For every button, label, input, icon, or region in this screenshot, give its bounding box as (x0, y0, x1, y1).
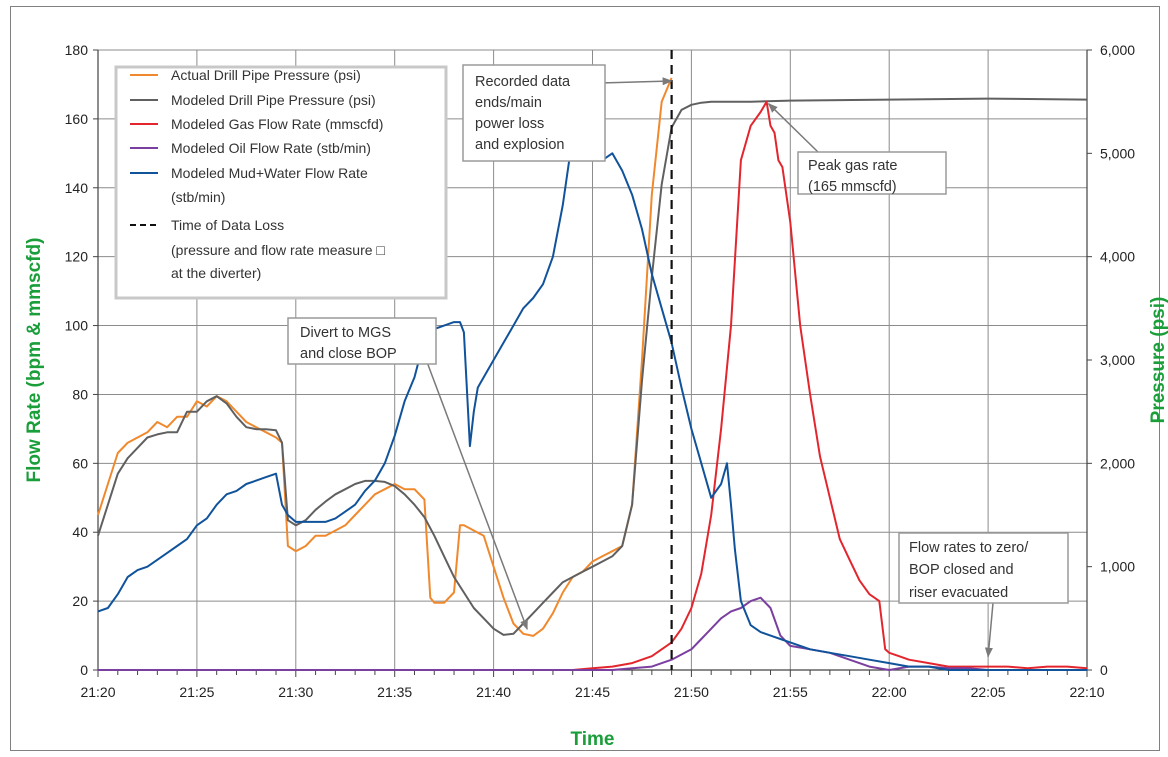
callout-recorded-data-arrow (599, 77, 673, 86)
y-left-tick-label: 120 (65, 249, 89, 265)
y-axis-left-title: Flow Rate (bpm & mmscfd) (24, 238, 45, 483)
legend-label-actual-dpp: Actual Drill Pipe Pressure (psi) (171, 67, 361, 83)
legend-label-gas: Modeled Gas Flow Rate (mmscfd) (171, 116, 383, 132)
callout-divert-box (287, 317, 437, 365)
x-tick-label: 22:10 (1069, 684, 1104, 700)
y-left-tick-label: 0 (80, 662, 88, 678)
callout-flow-zero: Flow rates to zero/ BOP closed and riser… (898, 532, 1069, 658)
callout-peak-gas: Peak gas rate (165 mmscfd) (767, 102, 947, 195)
y-left-tick-label: 140 (65, 180, 89, 196)
callout-recorded-data-line4: and explosion (475, 137, 565, 153)
legend-label-mud-cont: (stb/min) (171, 189, 225, 205)
y-right-tick-label: 5,000 (1100, 145, 1135, 161)
callout-recorded-data-box (462, 64, 606, 162)
legend-label-data-loss-cont2: at the diverter) (171, 265, 261, 281)
callout-flow-zero-arrow (984, 602, 994, 658)
annotations: Recorded data ends/main power loss and e… (287, 64, 1069, 658)
x-tick-label: 21:25 (179, 684, 214, 700)
legend-box (114, 65, 448, 300)
series-modeled-mud-water-flow (97, 111, 1087, 671)
x-axis-title: Time (570, 729, 614, 750)
callout-recorded-data-line3: power loss (475, 116, 544, 132)
y-right-tick-label: 1,000 (1100, 559, 1135, 575)
legend-label-data-loss-cont1: (pressure and flow rate measure □ (171, 242, 385, 258)
legend-label-modeled-dpp: Modeled Drill Pipe Pressure (psi) (171, 92, 376, 108)
callout-divert: Divert to MGS and close BOP (287, 317, 528, 631)
chart-frame (10, 6, 1160, 751)
callout-recorded-data-line2: ends/main (475, 95, 542, 111)
x-tick-label: 21:55 (773, 684, 808, 700)
y-left-tick-label: 180 (65, 42, 89, 58)
x-tick-label: 22:05 (971, 684, 1006, 700)
legend-label-data-loss: Time of Data Loss (171, 217, 284, 233)
series-actual-drill-pipe-pressure (97, 77, 673, 637)
y-left-tick-label: 20 (72, 593, 88, 609)
x-tick-label: 21:45 (575, 684, 610, 700)
y-left-tick-label: 80 (72, 386, 88, 402)
callout-peak-gas-arrow (767, 102, 819, 153)
callout-divert-line1: Divert to MGS (300, 325, 391, 341)
y-left-tick-label: 100 (65, 318, 89, 334)
callout-divert-arrow (417, 337, 528, 631)
y-left-tick-label: 40 (72, 524, 88, 540)
y-right-tick-label: 4,000 (1100, 249, 1135, 265)
y-left-tick-label: 60 (72, 455, 88, 471)
x-tick-label: 21:35 (377, 684, 412, 700)
callout-flow-zero-line1: Flow rates to zero/ (909, 540, 1029, 556)
legend-label-mud: Modeled Mud+Water Flow Rate (171, 165, 368, 181)
callout-peak-gas-box (797, 151, 947, 195)
y-left-tick-label: 160 (65, 111, 89, 127)
callout-recorded-data-line1: Recorded data (475, 74, 571, 90)
x-tick-label: 21:30 (278, 684, 313, 700)
callout-recorded-data: Recorded data ends/main power loss and e… (462, 64, 673, 162)
series-modeled-drill-pipe-pressure (97, 97, 1088, 636)
callout-flow-zero-box (898, 532, 1069, 604)
y-right-tick-label: 6,000 (1100, 42, 1135, 58)
y-axis-right-title: Pressure (psi) (1148, 297, 1168, 424)
series (97, 50, 1088, 671)
callout-peak-gas-line2: (165 mmscfd) (808, 179, 897, 195)
y-right-tick-label: 3,000 (1100, 352, 1135, 368)
y-right-tick-label: 2,000 (1100, 455, 1135, 471)
callout-peak-gas-line1: Peak gas rate (808, 158, 897, 174)
x-tick-label: 22:00 (872, 684, 907, 700)
x-tick-label: 21:20 (80, 684, 115, 700)
series-modeled-gas-flow (98, 100, 1088, 671)
legend: Actual Drill Pipe Pressure (psi) Modeled… (114, 65, 448, 300)
legend-label-oil: Modeled Oil Flow Rate (stb/min) (171, 140, 371, 156)
callout-flow-zero-line2: BOP closed and (909, 562, 1014, 578)
callout-flow-zero-line3: riser evacuated (909, 585, 1008, 601)
callout-divert-line2: and close BOP (300, 346, 397, 362)
x-tick-label: 21:50 (674, 684, 709, 700)
x-tick-label: 21:40 (476, 684, 511, 700)
y-right-tick-label: 0 (1100, 662, 1108, 678)
